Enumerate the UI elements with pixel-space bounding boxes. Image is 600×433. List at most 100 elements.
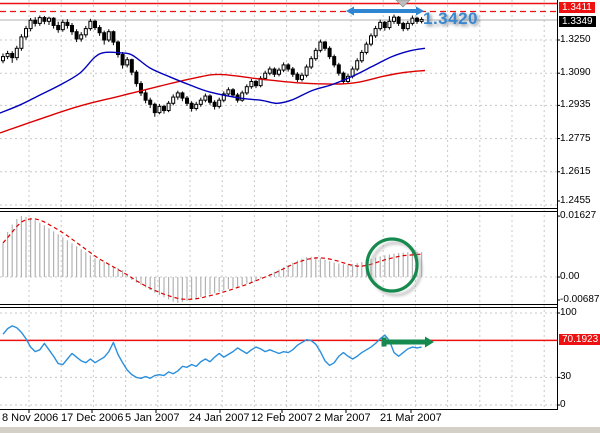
arrow-right-head[interactable] <box>416 6 424 16</box>
candle-body <box>14 47 19 59</box>
candle-body <box>244 86 249 94</box>
candle-body <box>10 52 15 59</box>
macd-scale-label: 0.01627 <box>560 210 597 222</box>
candle-body <box>79 34 84 40</box>
candle-body <box>373 28 378 37</box>
ask-price-label: 1.3411 <box>559 2 595 13</box>
rsi-level-label: 70.1923 <box>559 334 600 346</box>
price-scale-label: 1.2775 <box>560 132 591 144</box>
candle-body <box>65 21 70 26</box>
candle-body <box>102 32 107 41</box>
date-label: 8 Nov 2006 <box>2 412 59 424</box>
candle-body <box>378 21 383 30</box>
candle-body <box>28 19 33 30</box>
date-label: 24 Jan 2007 <box>189 412 250 424</box>
rsi-scale-label: 100 <box>560 307 577 318</box>
candle-body <box>129 59 134 73</box>
candle-body <box>24 28 28 38</box>
candle-body <box>106 31 111 41</box>
date-label: 21 Mar 2007 <box>380 412 442 424</box>
candle-body <box>120 54 125 66</box>
candle-body <box>231 89 235 96</box>
price-scale-label: 1.3090 <box>560 67 591 79</box>
candle-body <box>277 69 281 75</box>
candle-body <box>240 92 245 101</box>
candle-body <box>152 103 157 114</box>
candle-body <box>134 71 139 85</box>
candle-body <box>157 105 162 114</box>
green-arrow-head[interactable] <box>425 336 434 348</box>
candle-body <box>185 97 189 104</box>
candle-body <box>1 56 5 62</box>
candle-body <box>180 92 185 99</box>
annotation-triangle-marker[interactable] <box>395 0 411 8</box>
price-scale-label: 1.2615 <box>560 165 591 177</box>
candle-body <box>42 17 47 22</box>
candle-body <box>97 27 102 34</box>
candle-body <box>93 20 97 29</box>
candle-body <box>19 36 24 49</box>
annotations-layer <box>346 0 434 349</box>
slow-ma-line <box>0 69 426 134</box>
arrow-left-head[interactable] <box>346 6 354 16</box>
candle-body <box>300 74 304 80</box>
candle-body <box>387 20 392 29</box>
date-label: 2 Mar 2007 <box>315 412 371 424</box>
candle-body <box>263 72 268 79</box>
candle-body <box>369 35 373 45</box>
candle-body <box>323 41 327 49</box>
candle-body <box>37 17 42 24</box>
candle-body <box>313 49 318 60</box>
candle-body <box>355 60 360 70</box>
candle-body <box>217 99 222 107</box>
candle-body <box>382 21 387 29</box>
candle-body <box>415 17 419 22</box>
candle-body <box>295 73 300 80</box>
resistance-callout-text[interactable]: 1.3420 <box>423 9 478 28</box>
candle-body <box>189 102 194 109</box>
candle-body <box>272 68 277 75</box>
candle-body <box>392 16 396 22</box>
candle-body <box>341 72 346 82</box>
axes-frame <box>0 0 560 413</box>
candle-body <box>396 16 401 24</box>
bid-price-label: 1.3349 <box>559 16 596 27</box>
rsi-line <box>2 325 422 380</box>
candle-body <box>33 19 38 24</box>
candle-body <box>359 51 364 62</box>
candle-body <box>221 93 226 101</box>
candle-body <box>281 64 286 71</box>
candle-body <box>401 22 406 30</box>
green-arrow-tail-cap[interactable] <box>381 337 387 347</box>
candle-body <box>51 17 56 26</box>
candle-body <box>166 102 171 112</box>
rsi-scale-label: 0 <box>560 399 566 410</box>
candle-body <box>70 24 74 33</box>
macd-panel <box>2 215 423 303</box>
candle-body <box>116 41 120 56</box>
gridlines <box>0 0 557 408</box>
candle-body <box>5 52 10 58</box>
candle-body <box>304 66 309 76</box>
candle-body <box>290 68 295 75</box>
fast-ma-line <box>0 47 426 114</box>
rsi-scale-label: 30 <box>560 371 572 383</box>
candle-body <box>318 41 323 51</box>
price-scale-label: 1.2935 <box>560 99 591 111</box>
candle-body <box>336 64 341 74</box>
candle-body <box>125 59 130 66</box>
rsi-panel <box>0 325 557 380</box>
candle-body <box>249 81 254 88</box>
candle-body <box>111 31 116 43</box>
candle-body <box>419 18 424 22</box>
candle-body <box>83 28 88 36</box>
window-bottom-strip <box>0 427 600 433</box>
macd-highlight-circle[interactable] <box>365 237 419 293</box>
candle-body <box>327 47 332 58</box>
candle-body <box>410 17 415 24</box>
candle-body <box>88 20 93 30</box>
candle-body <box>60 21 65 31</box>
price-level-lines <box>0 2 557 13</box>
